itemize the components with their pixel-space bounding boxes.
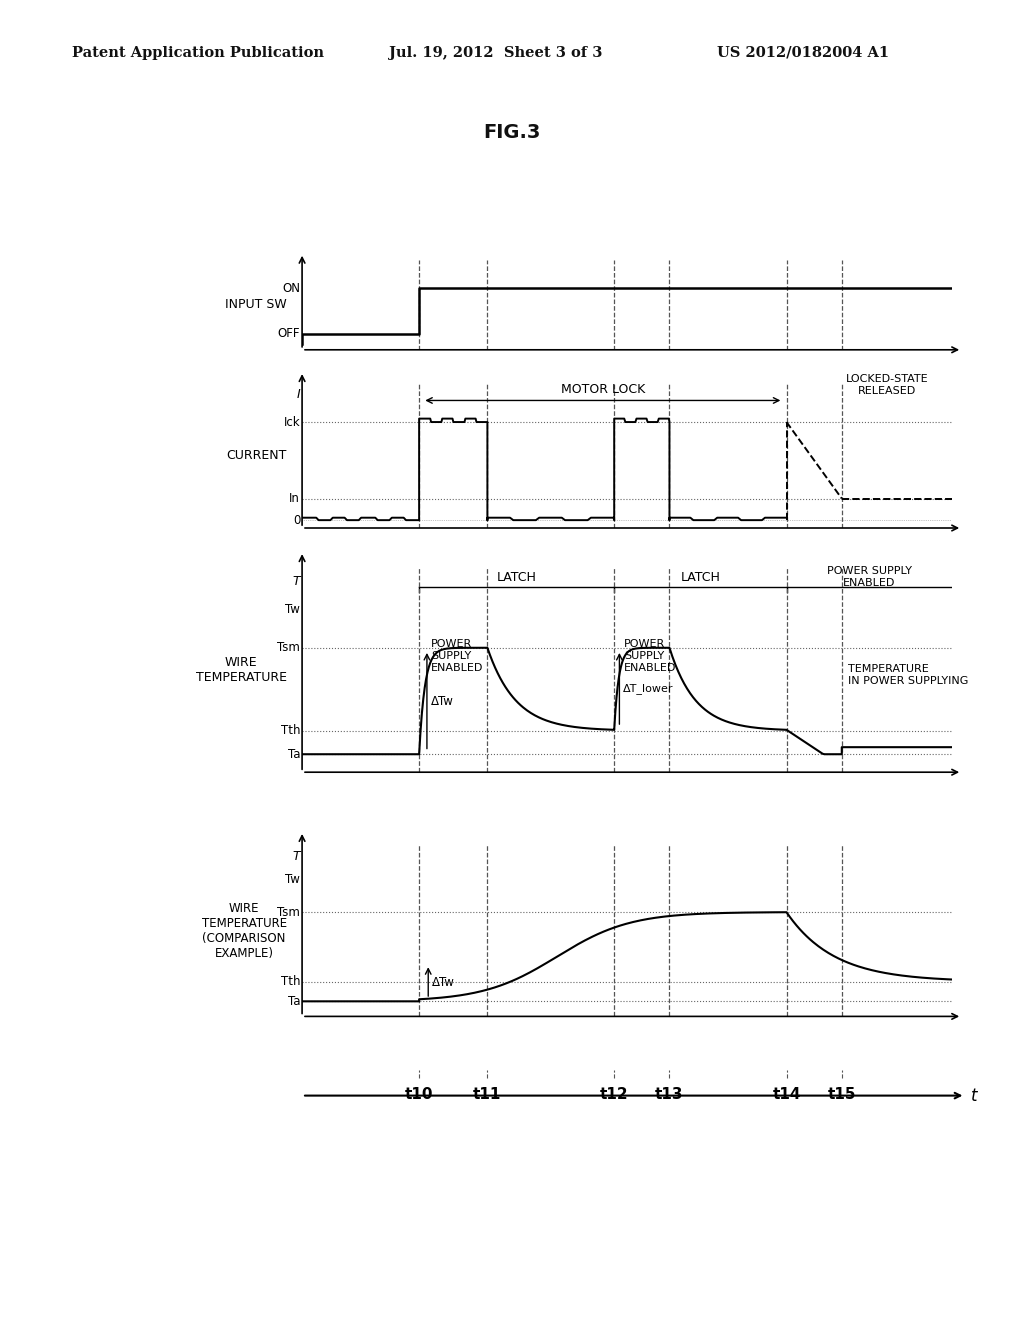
Text: INPUT SW: INPUT SW xyxy=(225,298,287,312)
Text: I: I xyxy=(296,388,300,401)
Text: LATCH: LATCH xyxy=(497,570,537,583)
Text: Tth: Tth xyxy=(281,975,300,989)
Text: Tw: Tw xyxy=(286,602,300,615)
Text: Tsm: Tsm xyxy=(278,906,300,919)
Text: LATCH: LATCH xyxy=(680,570,720,583)
Text: t10: t10 xyxy=(404,1086,433,1102)
Text: LOCKED-STATE
RELEASED: LOCKED-STATE RELEASED xyxy=(846,374,929,396)
Text: Tth: Tth xyxy=(281,725,300,738)
Text: ΔTw: ΔTw xyxy=(431,694,454,708)
Text: t11: t11 xyxy=(473,1086,502,1102)
Text: Tsm: Tsm xyxy=(278,642,300,655)
Text: Patent Application Publication: Patent Application Publication xyxy=(72,46,324,59)
Text: CURRENT: CURRENT xyxy=(226,449,287,462)
Text: WIRE
TEMPERATURE
(COMPARISON
EXAMPLE): WIRE TEMPERATURE (COMPARISON EXAMPLE) xyxy=(202,902,287,960)
Text: FIG.3: FIG.3 xyxy=(483,123,541,141)
Text: OFF: OFF xyxy=(278,327,300,341)
Text: Ta: Ta xyxy=(288,747,300,760)
Text: T: T xyxy=(293,850,300,863)
Text: ΔTw: ΔTw xyxy=(431,977,455,989)
Text: ON: ON xyxy=(283,281,300,294)
Text: US 2012/0182004 A1: US 2012/0182004 A1 xyxy=(717,46,889,59)
Text: t14: t14 xyxy=(772,1086,801,1102)
Text: POWER SUPPLY
ENABLED: POWER SUPPLY ENABLED xyxy=(827,566,912,589)
Text: Ta: Ta xyxy=(288,995,300,1008)
Text: t13: t13 xyxy=(655,1086,684,1102)
Text: T: T xyxy=(293,576,300,587)
Text: t: t xyxy=(971,1086,977,1105)
Text: t15: t15 xyxy=(827,1086,856,1102)
Text: TEMPERATURE
IN POWER SUPPLYING: TEMPERATURE IN POWER SUPPLYING xyxy=(848,664,969,686)
Text: ΔT_lower: ΔT_lower xyxy=(623,684,673,694)
Text: In: In xyxy=(289,492,300,506)
Text: MOTOR LOCK: MOTOR LOCK xyxy=(561,383,645,396)
Text: t12: t12 xyxy=(600,1086,629,1102)
Text: Tw: Tw xyxy=(286,873,300,886)
Text: POWER
SUPPLY
ENABLED: POWER SUPPLY ENABLED xyxy=(624,639,676,673)
Text: POWER
SUPPLY
ENABLED: POWER SUPPLY ENABLED xyxy=(431,639,483,673)
Text: WIRE
TEMPERATURE: WIRE TEMPERATURE xyxy=(196,656,287,684)
Text: Ick: Ick xyxy=(284,416,300,429)
Text: Jul. 19, 2012  Sheet 3 of 3: Jul. 19, 2012 Sheet 3 of 3 xyxy=(389,46,602,59)
Text: 0: 0 xyxy=(293,513,300,527)
